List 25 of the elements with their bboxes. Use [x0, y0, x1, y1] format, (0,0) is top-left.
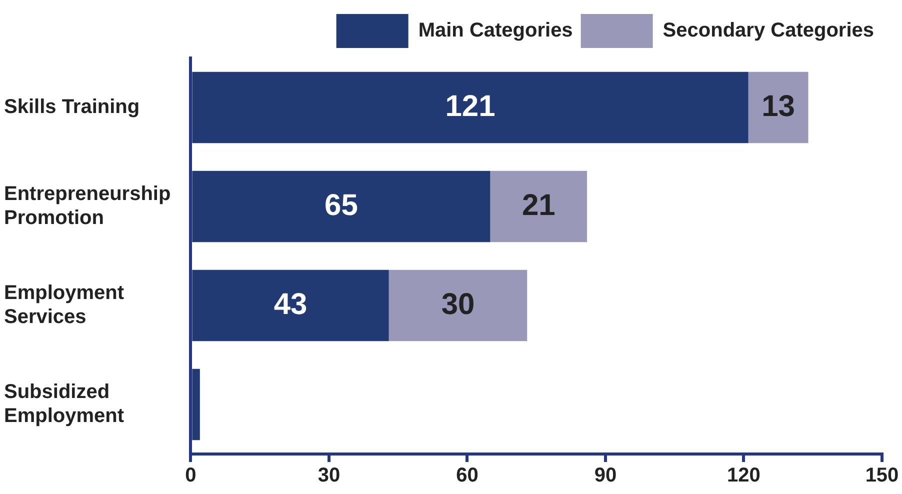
- data-label: 121: [445, 90, 496, 123]
- legend-label: Main Categories: [418, 20, 573, 42]
- y-tick-label: Skills Training: [4, 96, 140, 118]
- y-tick-label: Employment Services: [4, 282, 124, 328]
- data-label: 30: [441, 288, 475, 321]
- y-tick-label: Subsidized Employment: [4, 381, 124, 428]
- data-label: 21: [522, 188, 556, 222]
- x-tick-label: 120: [727, 464, 760, 487]
- bar: [192, 368, 200, 440]
- bar: [192, 170, 490, 242]
- y-tick-label: Entrepreneurship Promotion: [4, 183, 171, 230]
- data-label: 43: [274, 288, 308, 321]
- legend-label: Secondary Categories: [662, 20, 874, 42]
- x-tick-label: 0: [185, 464, 196, 487]
- x-tick-label: 60: [456, 464, 478, 487]
- x-tick-label: 90: [594, 464, 617, 487]
- x-tick-label: 30: [318, 464, 340, 487]
- bar: [748, 72, 808, 144]
- bar: [192, 270, 389, 342]
- data-label: 13: [762, 90, 795, 123]
- bar: [192, 72, 748, 144]
- data-label: 65: [324, 188, 358, 222]
- x-tick-label: 150: [865, 464, 899, 487]
- bar: [490, 170, 588, 242]
- bar: [388, 270, 528, 342]
